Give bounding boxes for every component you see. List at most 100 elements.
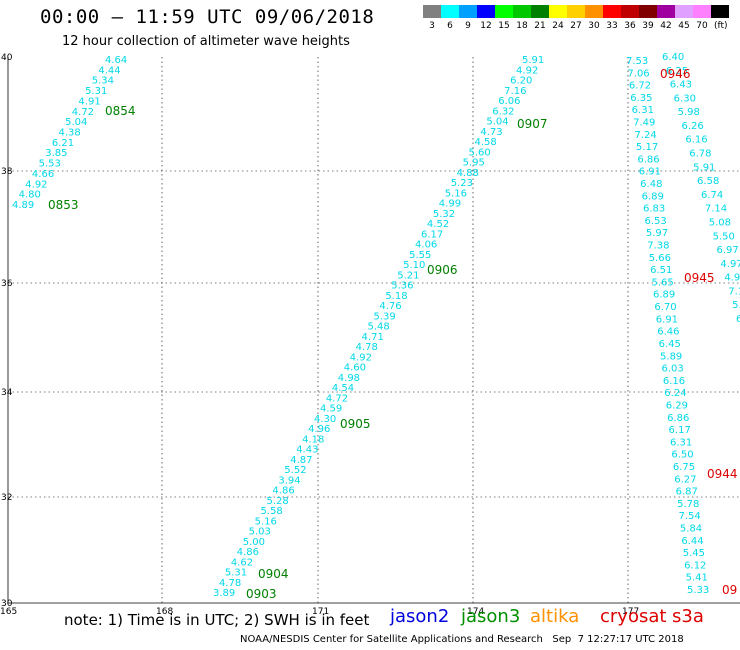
swh-value: 6.72: [629, 81, 651, 92]
lon-tick-label: 177: [622, 607, 639, 617]
satellite-legend-jason3: jason3: [461, 606, 521, 627]
swh-value: 4.66: [32, 169, 54, 180]
swh-value: 4.43: [296, 445, 318, 456]
scale-swatch: [441, 5, 459, 18]
map-title: 00:00 — 11:59 UTC 09/06/2018: [40, 6, 375, 28]
scale-label: 15: [498, 21, 510, 31]
scale-label: 18: [516, 21, 528, 31]
lat-tick-label: 32: [1, 493, 12, 503]
swh-value: 6.03: [661, 364, 683, 375]
scale-swatch: [423, 5, 441, 18]
swh-value: 6.29: [666, 400, 688, 411]
scale-unit: (ft): [714, 21, 728, 31]
scale-label: 30: [588, 21, 600, 31]
swh-value: 6.51: [650, 265, 672, 276]
swh-value: 6: [736, 314, 740, 325]
swh-value: 3.94: [278, 475, 300, 486]
scale-swatch: [693, 5, 711, 18]
swh-value: 4.9: [724, 273, 740, 284]
swh-value: 4.64: [105, 55, 127, 66]
swh-value: 5.08: [709, 217, 731, 228]
swh-value: 6.58: [697, 176, 719, 187]
swh-value: 5.04: [486, 117, 508, 128]
scale-label: 6: [447, 21, 453, 31]
scale-cell: 39: [639, 5, 657, 31]
scale-cell: 9: [459, 5, 477, 31]
swh-value: 6.40: [662, 52, 684, 63]
lat-tick-label: 40: [1, 53, 13, 63]
lat-tick-label: 38: [1, 167, 13, 177]
scale-swatch: [639, 5, 657, 18]
pass-time-label: 0904: [258, 567, 289, 581]
swh-value: 6.31: [632, 105, 654, 116]
satellite-legend-jason2: jason2: [390, 606, 450, 627]
swh-value: 4.92: [25, 179, 47, 190]
swh-value: 4.87: [290, 455, 312, 466]
swh-value: 6.89: [642, 191, 664, 202]
swh-value: 6.12: [684, 560, 706, 571]
swh-value: 7.16: [504, 86, 526, 97]
scale-cell: 42: [657, 5, 675, 31]
lat-tick-label: 34: [1, 388, 13, 398]
swh-value: 5.: [732, 300, 740, 311]
scale-label: 36: [624, 21, 636, 31]
swh-value: 7.54: [678, 511, 700, 522]
pass-time-label: 0945: [684, 271, 715, 285]
swh-value: 6.25: [666, 66, 688, 77]
lon-tick-label: 168: [156, 607, 173, 617]
scale-cell: 24: [549, 5, 567, 31]
scale-label: 12: [480, 21, 492, 31]
swh-value: 5.84: [680, 523, 702, 534]
swh-value: 6.53: [644, 216, 666, 227]
scale-cell: 3: [423, 5, 441, 31]
scale-cell: 36: [621, 5, 639, 31]
swh-value: 4.72: [326, 393, 348, 404]
pass-time-label: 0854: [105, 104, 136, 118]
swh-value: 6.06: [498, 96, 520, 107]
swh-value: 5.78: [677, 499, 699, 510]
swh-value: 5.31: [85, 86, 107, 97]
swh-value: 5.65: [652, 277, 674, 288]
swh-value: 4.92: [516, 65, 538, 76]
swh-value: 5.33: [687, 585, 709, 596]
swh-value: 7.1: [728, 286, 740, 297]
scale-cell: 18: [513, 5, 531, 31]
swh-value: 6.50: [671, 450, 693, 461]
swh-value: 4.72: [72, 107, 94, 118]
swh-value: 7.38: [647, 241, 669, 252]
swh-value: 5.97: [646, 228, 668, 239]
swh-value: 5.89: [660, 351, 682, 362]
scale-label: 3: [429, 21, 435, 31]
swh-value: 5.91: [522, 55, 544, 66]
swh-value: 6.46: [657, 327, 679, 338]
swh-value: 6.21: [52, 138, 74, 149]
swh-value: 5.95: [463, 158, 485, 169]
scale-cell: 30: [585, 5, 603, 31]
swh-value: 6.83: [643, 204, 665, 215]
scale-cell: 15: [495, 5, 513, 31]
grid-lines: [8, 57, 740, 603]
scale-swatch: [711, 5, 729, 18]
swh-value: 4.60: [344, 363, 366, 374]
swh-value: 4.88: [457, 168, 479, 179]
swh-value: 6.17: [669, 425, 691, 436]
scale-cell: 6: [441, 5, 459, 31]
swh-value: 4.89: [12, 200, 34, 211]
swh-value: 6.89: [653, 290, 675, 301]
swh-value: 4.97: [720, 259, 740, 270]
swh-value: 4.38: [59, 128, 81, 139]
scale-cell: 21: [531, 5, 549, 31]
scale-swatch: [477, 5, 495, 18]
swh-value: 5.91: [693, 162, 715, 173]
swh-value: 5.34: [92, 76, 114, 87]
swh-value: 5.53: [39, 159, 61, 170]
swh-value: 6.24: [664, 388, 686, 399]
swh-value: 5.03: [249, 527, 271, 538]
swh-value: 6.48: [640, 179, 662, 190]
swh-value: 5.50: [713, 231, 735, 242]
scale-label: 9: [465, 21, 471, 31]
swh-value: 7.14: [705, 204, 727, 215]
swh-value: 5.66: [649, 253, 671, 264]
pass-time-label: 0946: [660, 67, 691, 81]
lon-tick-label: 165: [0, 607, 17, 617]
